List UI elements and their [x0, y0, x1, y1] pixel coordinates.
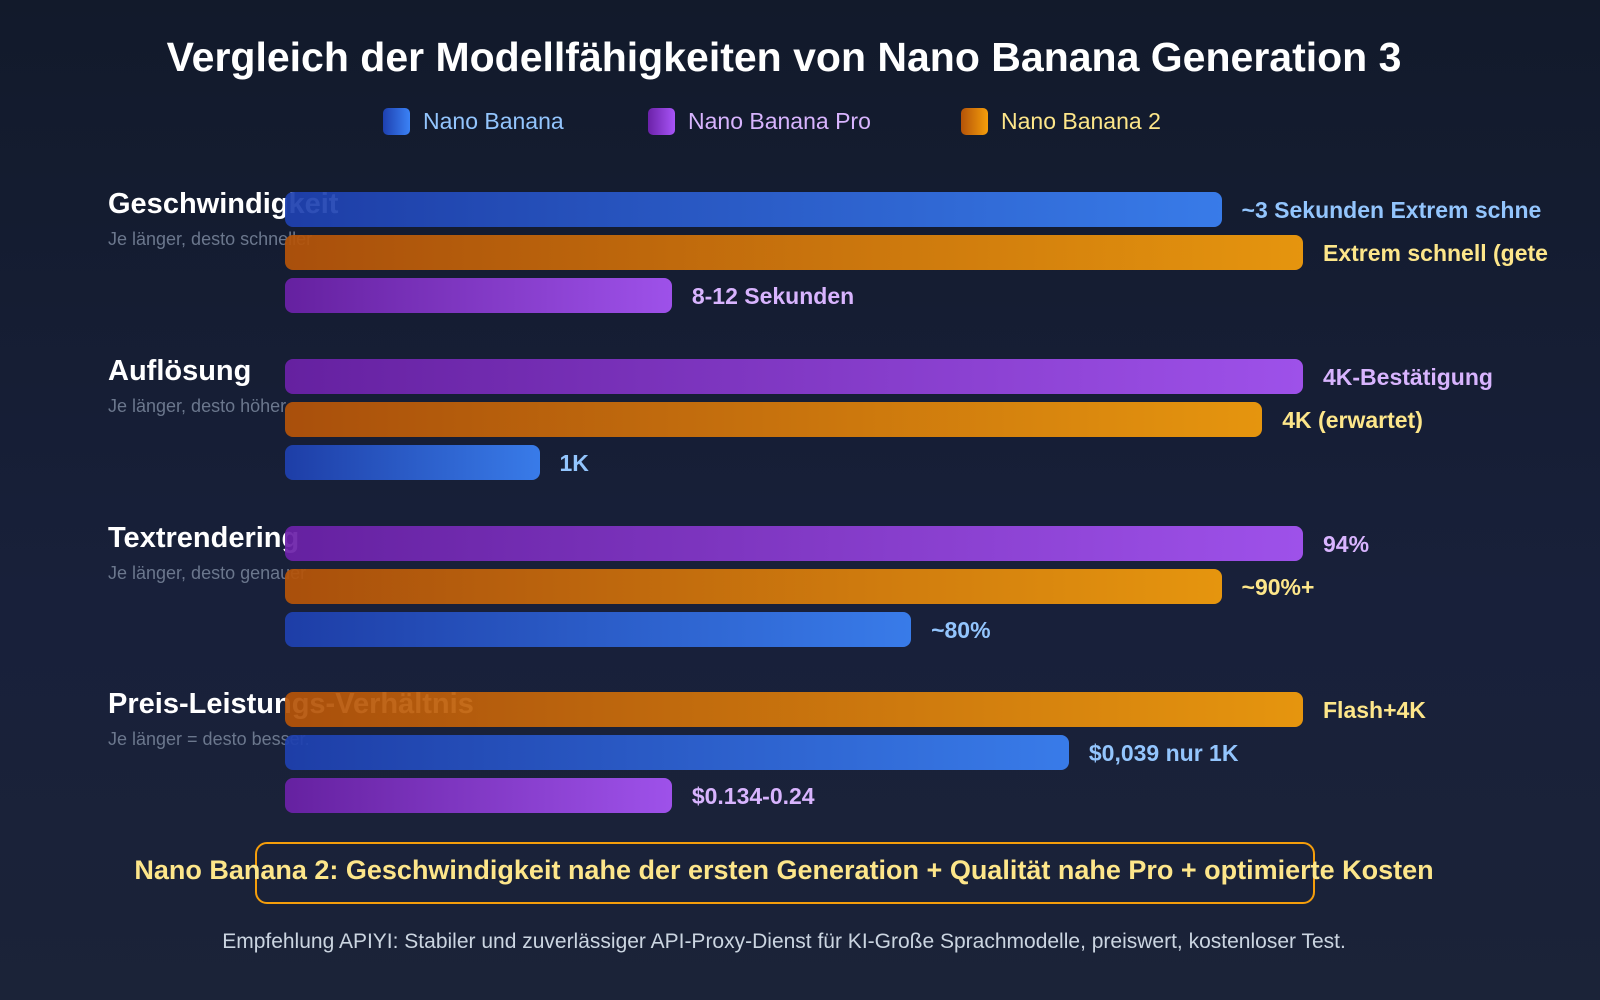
legend-swatch [961, 108, 988, 135]
legend-label: Nano Banana Pro [688, 108, 871, 134]
bar [285, 735, 1069, 770]
chart-title: Vergleich der Modellfähigkeiten von Nano… [166, 34, 1402, 80]
bar-value-label: 8-12 Sekunden [691, 283, 855, 309]
bar [285, 445, 540, 480]
category-sublabel: Je länger, desto genauer [108, 563, 307, 583]
category-sublabel: Je länger = desto besser. [108, 729, 310, 749]
legend-item: Nano Banana [383, 108, 564, 135]
bar-value-label: 94% [1323, 531, 1370, 557]
category-sublabel: Je länger, desto höher [108, 396, 287, 416]
bar [285, 235, 1303, 270]
bar [285, 526, 1303, 561]
bar [285, 569, 1222, 604]
bar-value-label: Extrem schnell (gete [1323, 240, 1548, 266]
bar-value-label: ~90%+ [1241, 574, 1315, 600]
bar [285, 692, 1303, 727]
bar [285, 778, 672, 813]
bar-value-label: ~80% [931, 617, 991, 643]
category-label: Auflösung [108, 355, 252, 387]
bar-value-label: $0,039 nur 1K [1088, 740, 1239, 766]
legend-item: Nano Banana 2 [961, 108, 1161, 135]
bar-value-label: 1K [559, 450, 589, 476]
bar-value-label: $0.134-0.24 [691, 783, 815, 809]
bar-value-label: Flash+4K [1323, 697, 1426, 723]
bar [285, 192, 1222, 227]
bar [285, 278, 672, 313]
bar [285, 359, 1303, 394]
bar-value-label: 4K-Bestätigung [1323, 364, 1493, 390]
bar-value-label: ~3 Sekunden Extrem schne [1241, 197, 1542, 223]
legend-swatch [383, 108, 410, 135]
legend-label: Nano Banana [423, 108, 564, 134]
legend-item: Nano Banana Pro [648, 108, 871, 135]
bar-value-label: 4K (erwartet) [1282, 407, 1423, 433]
category-sublabel: Je länger, desto schneller [108, 229, 313, 249]
category-label: Textrendering [108, 522, 300, 554]
callout-box [255, 842, 1315, 904]
legend-label: Nano Banana 2 [1001, 108, 1161, 134]
bar [285, 612, 912, 647]
bar [285, 402, 1263, 437]
legend-swatch [648, 108, 675, 135]
callout-text: Nano Banana 2: Geschwindigkeit nahe der … [134, 855, 1434, 885]
footer-text: Empfehlung APIYI: Stabiler und zuverläss… [222, 930, 1346, 953]
